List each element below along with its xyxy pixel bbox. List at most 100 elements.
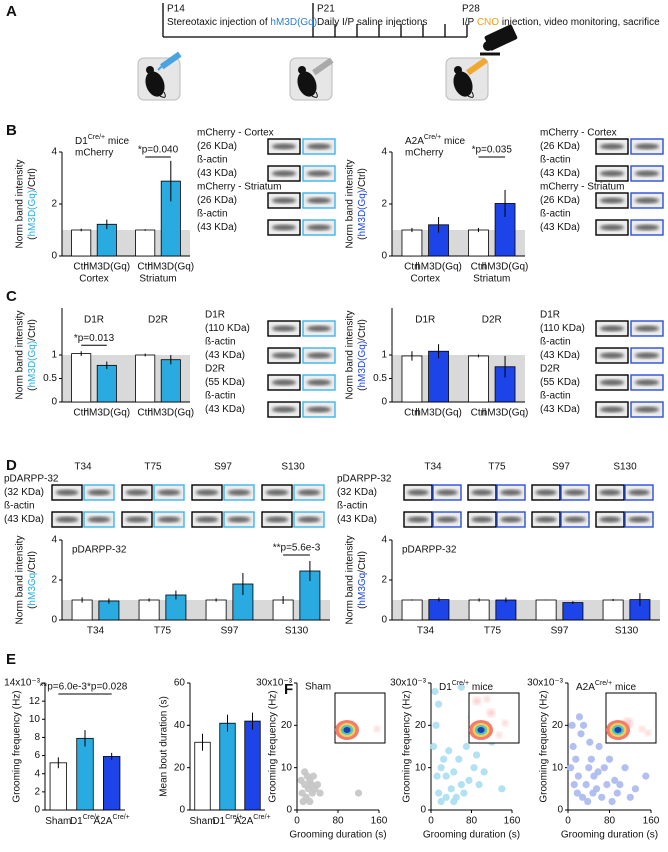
y-axis-label-part: hM3D(Gq): [27, 190, 38, 237]
bar: [219, 722, 236, 811]
blot-label: (26 KDa): [540, 195, 580, 206]
x-tick-label-part: A2A: [94, 816, 113, 827]
y-tick-label: 2: [51, 575, 57, 586]
y-axis-label-part: (: [27, 387, 38, 391]
blot-band: [599, 406, 625, 413]
blot-label: ß-actin: [4, 501, 35, 512]
y-tick-label: 30x10⁻³: [390, 678, 427, 689]
y-axis-label-part: (: [27, 605, 38, 609]
blot-label: mCherry - Striatum: [197, 182, 281, 193]
y-axis-label-part: hM3D(Gq): [357, 341, 368, 388]
point: [447, 785, 455, 793]
point: [457, 683, 465, 691]
point: [354, 789, 363, 797]
bar: [103, 756, 121, 811]
bar: [135, 354, 156, 403]
stage-text-part: CNO: [477, 17, 499, 28]
x-tick-label: hM3D(Gq): [482, 408, 529, 419]
heatmap-spot: [502, 720, 508, 726]
chart-title: pDARPP-32: [72, 545, 127, 556]
chart-title: A2ACre/+ mice: [576, 680, 637, 692]
point: [586, 738, 594, 746]
blot-label: ß-actin: [540, 155, 571, 166]
y-axis-label: Grooming frequency (Hz): [268, 690, 279, 802]
stage-text-part: injection, video monitoring, sacrifice: [499, 17, 660, 28]
blot-band: [125, 489, 149, 496]
group-label: Cortex: [411, 274, 440, 285]
point: [605, 755, 614, 763]
group-label: D1R: [84, 315, 104, 326]
blot-label: (26 KDa): [540, 141, 580, 152]
blot-label: ß-actin: [540, 337, 571, 348]
panel-letter: C: [6, 288, 17, 305]
point: [569, 742, 577, 751]
blot-band: [436, 516, 458, 523]
panel-letter: F: [284, 681, 293, 698]
y-axis-label-part: hM3Gq: [27, 573, 38, 606]
chart-title-part: D1: [75, 136, 88, 147]
bar: [71, 353, 92, 403]
x-tick-label-part: Cre/+: [83, 814, 100, 821]
blot-band: [306, 352, 332, 359]
y-axis-label-part: /Ctrl): [27, 319, 38, 341]
x-tick-label-part: D1: [70, 816, 83, 827]
y-axis-label: Norm band intensity: [15, 536, 26, 625]
blot-label: ß-actin: [540, 209, 571, 220]
y-axis-label: Norm band intensity: [15, 311, 26, 400]
significance-label: *p=0.040: [138, 145, 179, 156]
blot-band: [87, 489, 111, 496]
x-tick-label: 160: [504, 816, 521, 827]
point: [455, 755, 463, 763]
x-tick-label-part: Sham: [189, 816, 215, 827]
y-axis-label: Mean bout duration (s): [159, 696, 170, 797]
blot-band: [599, 489, 621, 496]
significance-label: *p=0.028: [87, 682, 128, 693]
x-tick-label: hM3D(Gq): [415, 408, 462, 419]
blot-band: [157, 489, 181, 496]
point: [626, 793, 634, 801]
blot-band: [634, 143, 660, 150]
blot-band: [634, 224, 660, 231]
y-tick-label: 4: [51, 147, 57, 158]
blot-band: [628, 489, 650, 496]
point: [465, 776, 473, 784]
bar: [602, 599, 624, 621]
bar: [96, 364, 117, 403]
point: [431, 687, 439, 696]
x-tick-label: hM3D(Gq): [415, 262, 462, 273]
blot-band: [407, 516, 429, 523]
blot-band: [599, 170, 625, 177]
point: [480, 768, 488, 776]
y-axis-label: (hM3D(Gq)/Ctrl): [357, 168, 368, 240]
blot-band: [634, 325, 660, 332]
group-label: S130: [285, 626, 309, 637]
x-tick-label: 80: [604, 816, 616, 827]
blot-label: (43 KDa): [540, 350, 580, 361]
blot-label: (43 KDa): [540, 168, 580, 179]
chart-title-part: Cre/+: [452, 680, 469, 687]
blot-label: ß-actin: [205, 337, 236, 348]
x-tick-label: hM3D(Gq): [482, 262, 529, 273]
heatmap-spot: [473, 697, 481, 705]
point: [460, 789, 468, 797]
x-tick-label: 160: [371, 816, 388, 827]
blot-band: [564, 489, 586, 496]
blot-header: T75: [144, 462, 162, 473]
x-tick-label: Ctrl: [471, 262, 487, 273]
x-tick-label: D1Cre/+: [212, 814, 242, 826]
blot-header: T75: [488, 462, 506, 473]
heatmap-core: [477, 727, 485, 733]
chart-title: Sham: [305, 682, 331, 693]
chart-title: A2ACre/+ mice: [405, 134, 466, 146]
bar: [468, 355, 489, 403]
point: [442, 793, 450, 801]
stage-day: P28: [462, 4, 480, 15]
heatmap-spot: [645, 730, 651, 736]
y-axis-label: Grooming frequency (Hz): [539, 690, 550, 802]
blot-band: [271, 325, 297, 332]
point: [573, 789, 581, 797]
significance-label: *p=0.013: [74, 333, 115, 344]
y-tick-label: 10: [415, 762, 427, 773]
group-label: T34: [417, 626, 435, 637]
blot-band: [634, 352, 660, 359]
